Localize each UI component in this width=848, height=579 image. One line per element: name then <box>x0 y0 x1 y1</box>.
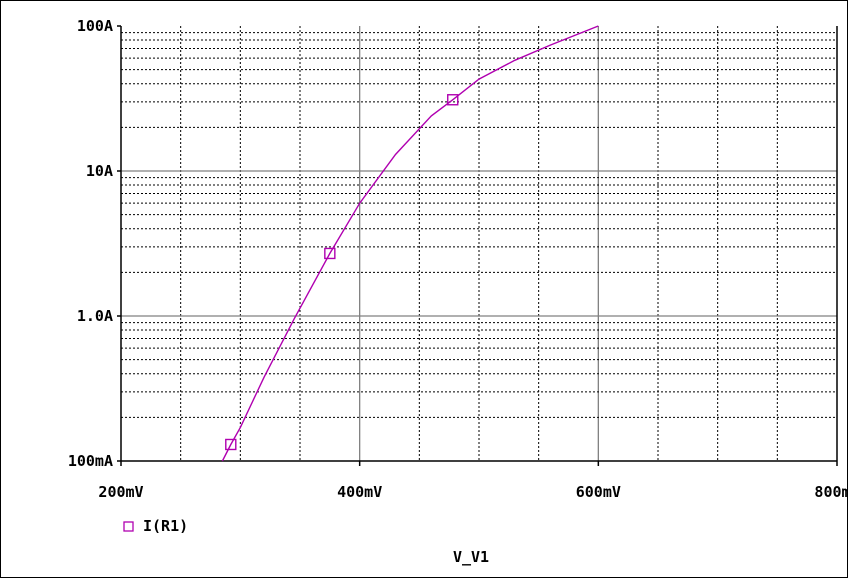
series-line <box>221 25 599 462</box>
tick-labels: 200mV 400mV 600mV 800mV 100mA 1.0A 10A 100A <box>68 17 848 501</box>
y-tick-label: 10A <box>86 162 113 180</box>
legend-marker-icon <box>123 521 134 532</box>
x-axis-label: V_V1 <box>453 548 489 566</box>
y-tick-label: 1.0A <box>77 307 113 325</box>
series-marker <box>225 438 237 451</box>
x-tick-label: 400mV <box>337 483 382 501</box>
series-layer <box>221 25 599 462</box>
axes <box>117 25 838 466</box>
legend-label: I(R1) <box>143 517 188 535</box>
x-tick-label: 200mV <box>98 483 143 501</box>
y-tick-label: 100A <box>77 17 113 35</box>
y-tick-label: 100mA <box>68 452 113 470</box>
x-tick-label: 800mV <box>814 483 848 501</box>
x-tick-label: 600mV <box>576 483 621 501</box>
series-marker <box>447 94 459 106</box>
grid <box>121 26 837 461</box>
legend: I(R1) <box>123 517 188 535</box>
series-marker <box>324 247 336 260</box>
